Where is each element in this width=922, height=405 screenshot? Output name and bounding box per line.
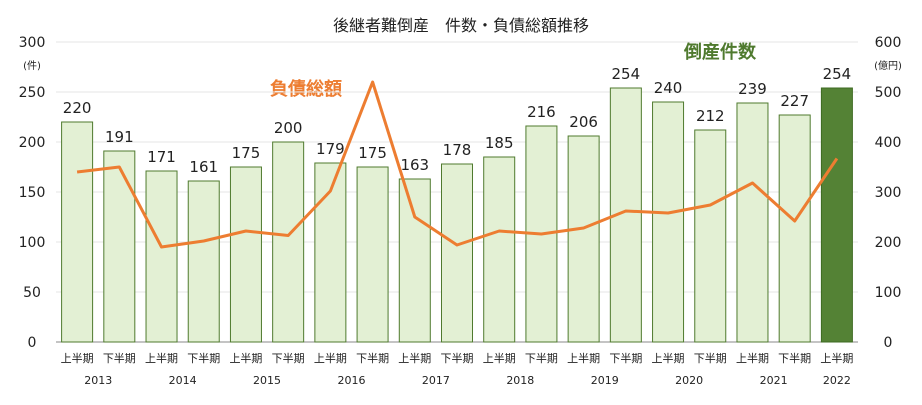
bar-value-label: 216 — [527, 103, 556, 121]
bar-value-label: 185 — [485, 134, 514, 152]
bar-value-label: 178 — [443, 141, 472, 159]
bar — [483, 156, 516, 343]
bar-value-label: 175 — [358, 144, 387, 162]
x-tick-label: 上半期 — [820, 351, 853, 365]
left-tick-label: 300 — [19, 35, 46, 51]
bar-value-label: 200 — [274, 119, 303, 137]
bar-value-label: 175 — [232, 144, 261, 162]
bar — [356, 166, 389, 343]
x-tick-label: 下半期 — [694, 351, 727, 365]
left-tick-label: 250 — [19, 85, 46, 101]
bar — [398, 178, 431, 343]
right-axis-unit: (億円) — [874, 59, 902, 72]
left-tick-label: 50 — [23, 285, 41, 301]
bar-value-label: 171 — [147, 148, 176, 166]
bar — [652, 101, 685, 343]
bar-value-label: 179 — [316, 140, 345, 158]
year-label: 2021 — [760, 374, 788, 387]
year-label: 2014 — [169, 374, 197, 387]
x-tick-label: 下半期 — [525, 351, 558, 365]
left-tick-label: 200 — [19, 135, 46, 151]
x-tick-label: 上半期 — [314, 351, 347, 365]
x-tick-label: 下半期 — [778, 351, 811, 365]
left-axis-unit: (件) — [23, 60, 41, 72]
bar-value-label: 239 — [738, 80, 767, 98]
right-tick-label: 200 — [875, 235, 902, 251]
x-tick-label: 下半期 — [187, 351, 220, 365]
x-tick-label: 上半期 — [398, 351, 431, 365]
year-label: 2016 — [337, 374, 365, 387]
x-tick-label: 上半期 — [567, 351, 600, 365]
left-tick-label: 100 — [19, 235, 46, 251]
bar — [778, 114, 811, 343]
bar-value-label: 161 — [189, 158, 218, 176]
bar-value-label: 212 — [696, 107, 725, 125]
bar-value-label: 191 — [105, 128, 134, 146]
left-tick-label: 150 — [19, 185, 46, 201]
x-tick-label: 下半期 — [441, 351, 474, 365]
x-tick-label: 下半期 — [272, 351, 305, 365]
year-label: 2013 — [84, 374, 112, 387]
x-tick-label: 上半期 — [483, 351, 516, 365]
bar — [145, 170, 178, 343]
right-tick-label: 100 — [875, 285, 902, 301]
bar — [229, 166, 262, 343]
bar-value-label: 227 — [780, 92, 809, 110]
right-tick-label: 500 — [875, 85, 902, 101]
bar-value-label: 254 — [612, 65, 641, 83]
count-series-label: 倒産件数 — [683, 41, 757, 63]
x-tick-label: 上半期 — [736, 351, 769, 365]
year-label: 2018 — [506, 374, 534, 387]
year-label: 2015 — [253, 374, 281, 387]
x-tick-label: 下半期 — [609, 351, 642, 365]
right-tick-label: 400 — [875, 135, 902, 151]
bar-value-label: 163 — [400, 156, 429, 174]
bar — [820, 87, 853, 343]
x-tick-label: 上半期 — [61, 351, 94, 365]
bar — [694, 129, 727, 343]
right-tick-label: 0 — [884, 335, 893, 351]
bar-value-label: 240 — [654, 79, 683, 97]
debt-series-label: 負債総額 — [270, 78, 342, 100]
x-tick-label: 上半期 — [229, 351, 262, 365]
bar — [61, 121, 94, 343]
x-tick-label: 下半期 — [103, 351, 136, 365]
year-label: 2019 — [591, 374, 619, 387]
bar — [441, 163, 473, 343]
left-tick-label: 0 — [28, 335, 37, 351]
bar-value-label: 206 — [569, 113, 598, 131]
bar — [736, 102, 769, 343]
year-label: 2020 — [675, 374, 703, 387]
right-tick-label: 300 — [875, 185, 902, 201]
x-tick-label: 下半期 — [356, 351, 389, 365]
bar-value-label: 220 — [63, 99, 92, 117]
year-label: 2022 — [823, 374, 851, 387]
year-label: 2017 — [422, 374, 450, 387]
bar — [567, 135, 600, 343]
bar — [272, 141, 305, 343]
bar-value-label: 254 — [823, 65, 852, 83]
bar — [187, 180, 220, 343]
debt-line — [76, 80, 839, 249]
right-tick-label: 600 — [875, 35, 902, 51]
x-tick-label: 上半期 — [652, 351, 685, 365]
bar — [103, 150, 136, 343]
chart-title: 後継者難倒産 件数・負債総額推移 — [333, 16, 589, 35]
plot-area: 0 50 100 150 200 250 300 0 100 200 300 400 500 600 220… — [19, 35, 902, 387]
x-tick-label: 上半期 — [145, 351, 178, 365]
